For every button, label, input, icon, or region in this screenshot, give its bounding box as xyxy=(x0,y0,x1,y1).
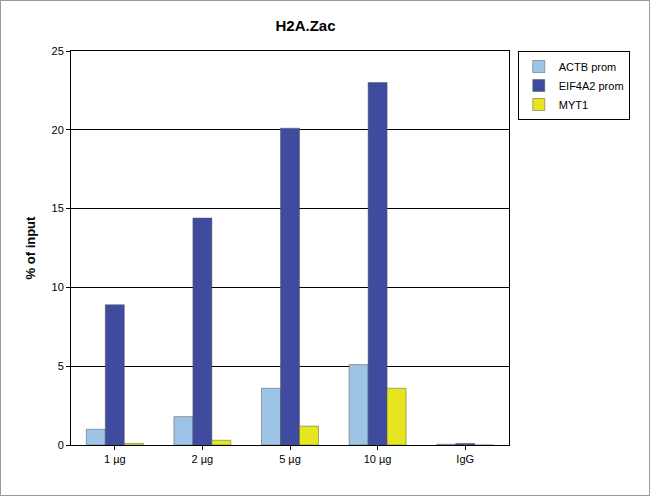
svg-text:5: 5 xyxy=(58,360,64,372)
svg-text:0: 0 xyxy=(58,439,64,451)
svg-text:20: 20 xyxy=(52,124,64,136)
svg-text:MYT1: MYT1 xyxy=(559,99,588,111)
svg-text:% of input: % of input xyxy=(23,216,38,279)
svg-text:1 µg: 1 µg xyxy=(104,453,126,465)
svg-text:10: 10 xyxy=(52,281,64,293)
svg-text:ACTB prom: ACTB prom xyxy=(559,61,616,73)
svg-text:H2A.Zac: H2A.Zac xyxy=(276,17,336,34)
svg-text:2 µg: 2 µg xyxy=(192,453,214,465)
svg-text:15: 15 xyxy=(52,202,64,214)
svg-text:5 µg: 5 µg xyxy=(279,453,301,465)
svg-text:10 µg: 10 µg xyxy=(364,453,392,465)
svg-text:IgG: IgG xyxy=(456,453,474,465)
svg-text:25: 25 xyxy=(52,45,64,57)
svg-text:EIF4A2 prom: EIF4A2 prom xyxy=(559,80,624,92)
